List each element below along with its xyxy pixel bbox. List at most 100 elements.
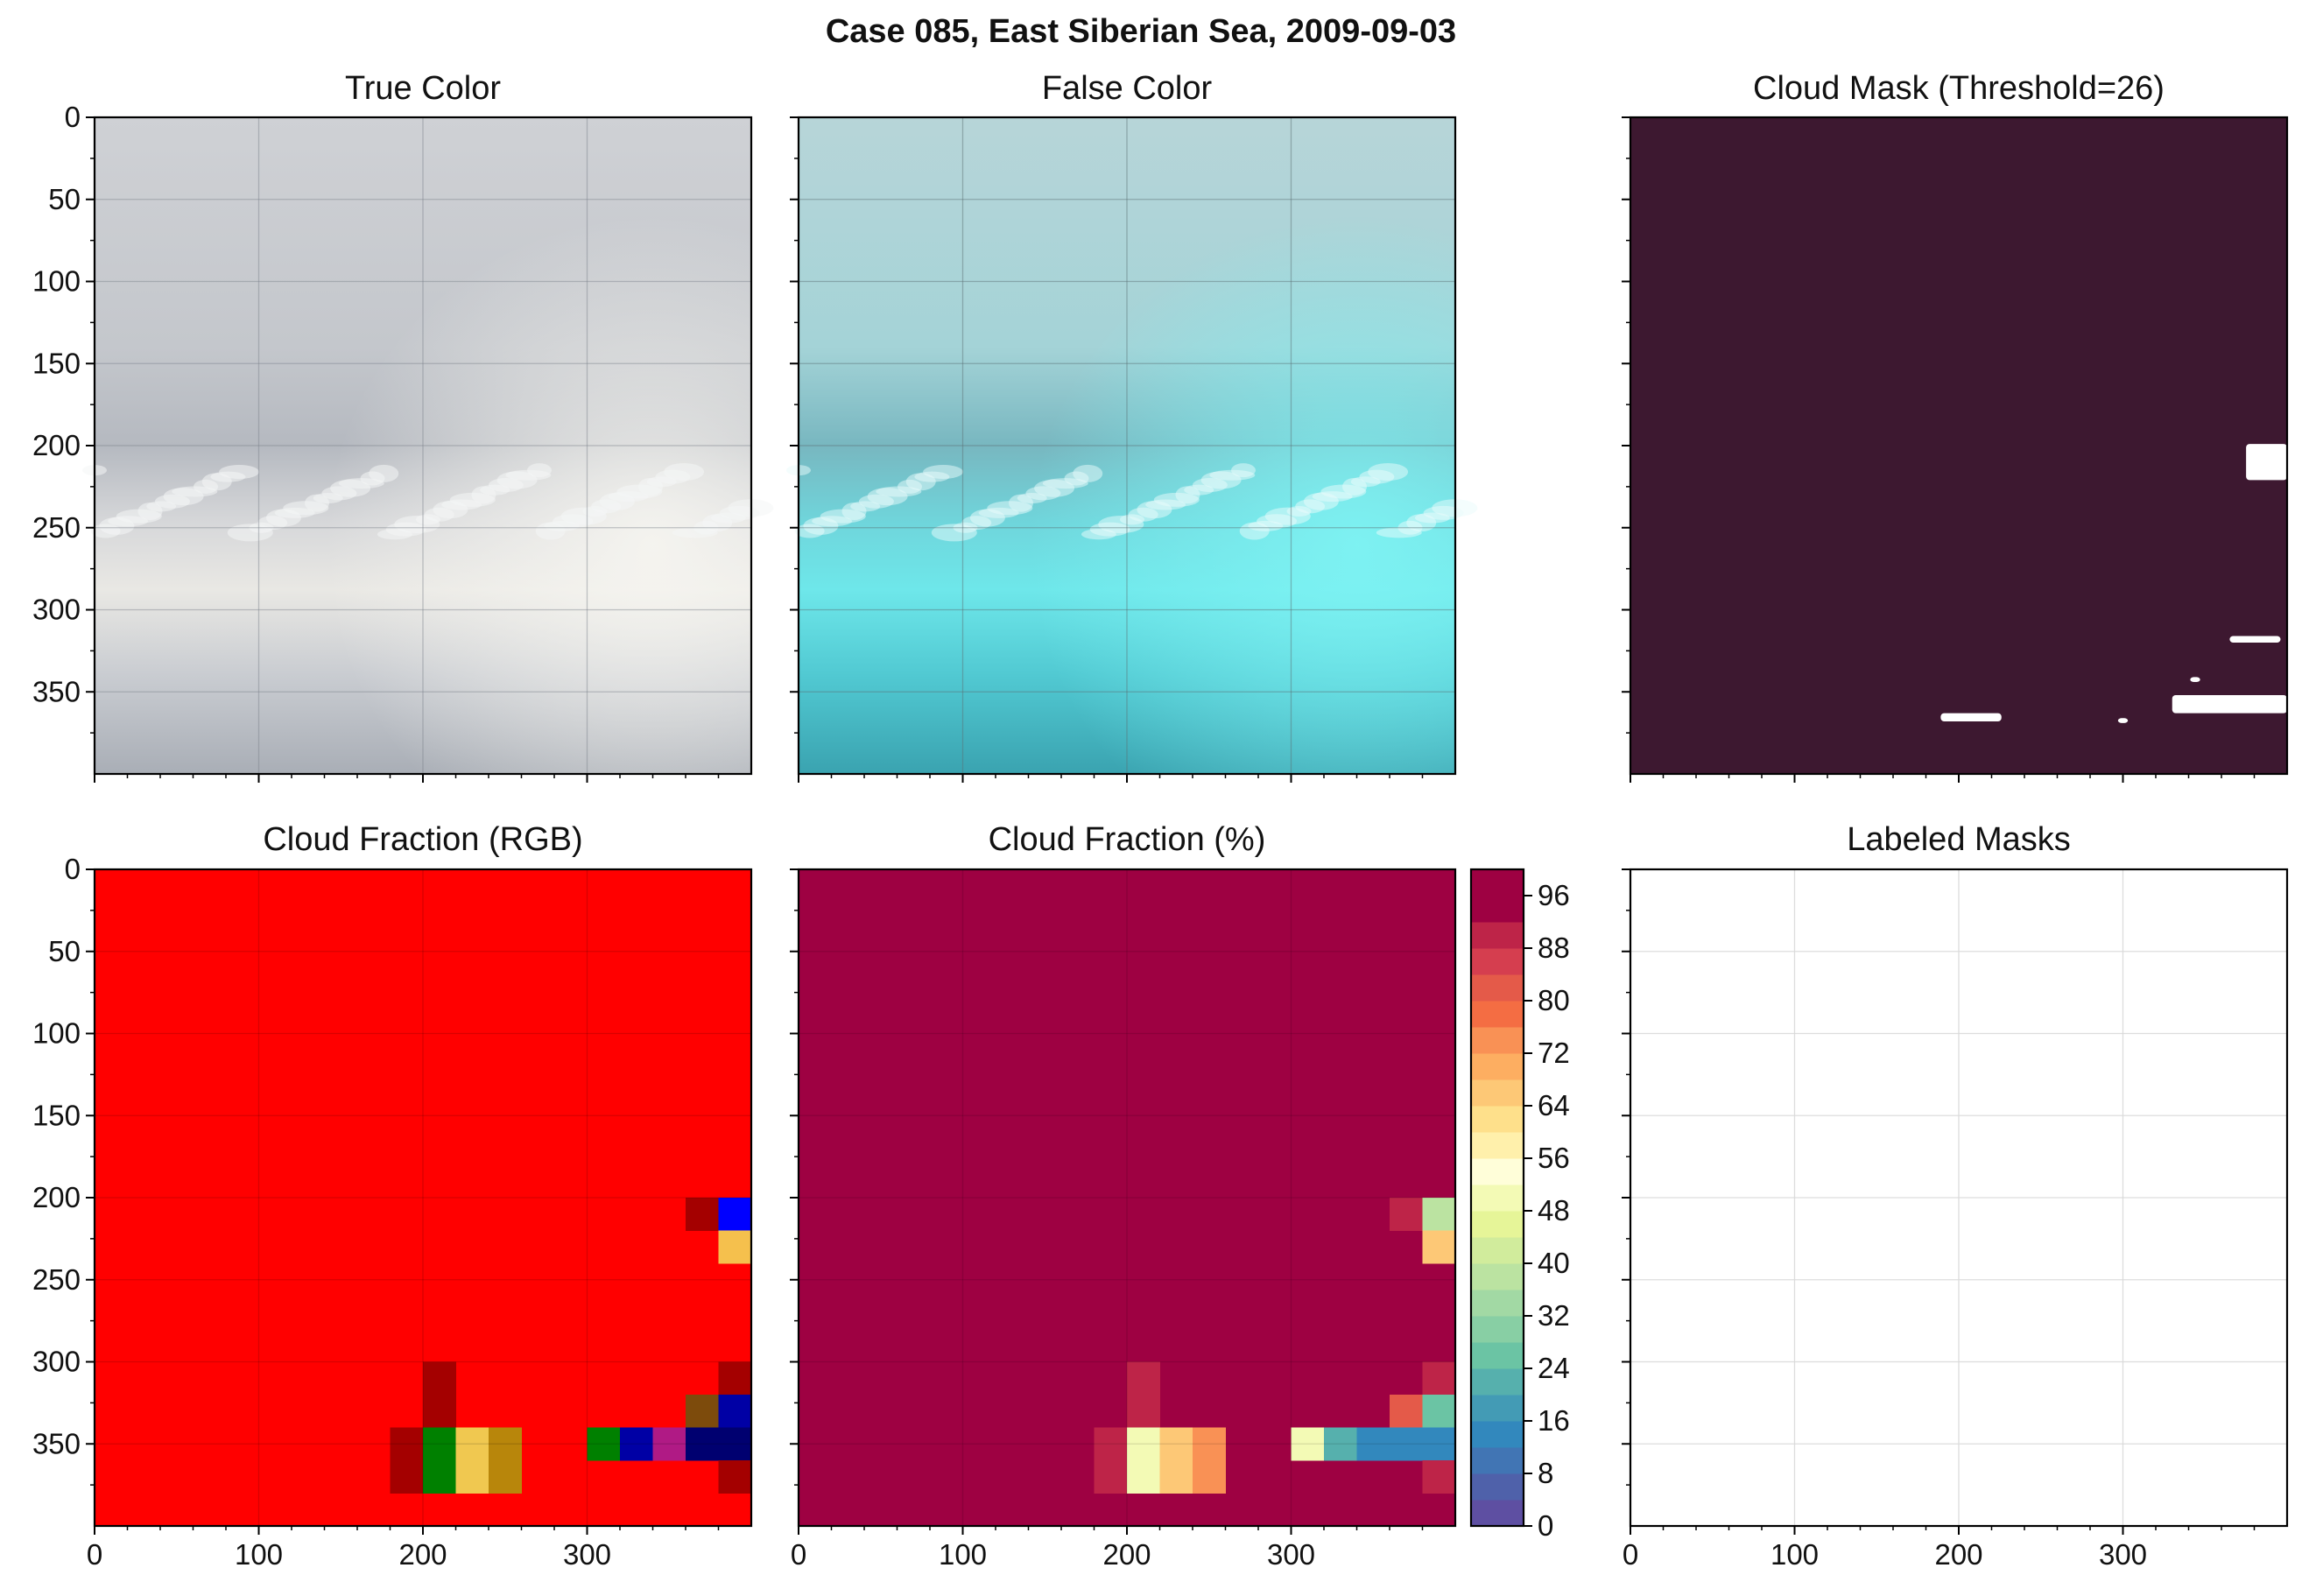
cf-pct-cell <box>1159 1427 1193 1461</box>
title-cloud-mask: Cloud Mask (Threshold=26) <box>1753 70 2165 107</box>
ytick-label: 250 <box>32 1263 81 1296</box>
ytick-label: 200 <box>32 1181 81 1213</box>
ytick-label: 100 <box>32 1017 81 1050</box>
xtick-label: 0 <box>87 1538 102 1571</box>
xtick-label: 0 <box>1623 1538 1638 1571</box>
cf-rgb-cell <box>686 1427 719 1461</box>
colorbar-segment <box>1471 1079 1524 1107</box>
mask-cloud-region <box>2190 677 2200 682</box>
cf-pct-cell <box>1094 1427 1128 1461</box>
cf-pct-cell <box>1324 1427 1357 1461</box>
cloud-blob <box>923 465 964 479</box>
colorbar-segment <box>1471 1500 1524 1527</box>
cf-rgb-cell <box>423 1361 456 1396</box>
cf-pct-cell <box>1094 1460 1128 1494</box>
ytick-label: 350 <box>32 1427 81 1459</box>
cf-rgb-cell <box>587 1427 621 1461</box>
cf-rgb-cell <box>455 1427 489 1461</box>
colorbar-tick-label: 80 <box>1538 984 1570 1016</box>
cf-rgb-cell <box>423 1395 456 1428</box>
cf-rgb-cell <box>489 1460 522 1494</box>
colorbar-segment <box>1471 1395 1524 1422</box>
false-color-bright-region <box>799 117 1455 774</box>
mask-cloud-region <box>2246 444 2287 481</box>
cf-pct-cell <box>1127 1427 1160 1461</box>
true-color-bright-region <box>95 117 751 774</box>
ytick-label: 150 <box>32 347 81 379</box>
panel-cloud-fraction-pct: 0 100 200 300 <box>790 868 1457 1571</box>
colorbar-tick-label: 16 <box>1538 1404 1570 1437</box>
colorbar-segment <box>1471 1027 1524 1054</box>
colorbar: 0 8 16 24 32 40 48 56 64 72 80 88 96 <box>1469 868 1570 1542</box>
cf-pct-cell <box>1127 1460 1160 1494</box>
colorbar-segment <box>1471 1132 1524 1159</box>
cf-rgb-cell <box>423 1460 456 1494</box>
cf-pct-cell <box>1390 1427 1423 1461</box>
colorbar-segment <box>1471 1185 1524 1212</box>
cf-pct-cell <box>1193 1427 1226 1461</box>
ytick-label: 50 <box>48 183 81 215</box>
colorbar-segment <box>1471 1316 1524 1343</box>
colorbar-segment <box>1471 1368 1524 1396</box>
colorbar-tick-label: 56 <box>1538 1142 1570 1174</box>
xtick-label: 200 <box>398 1538 447 1571</box>
xtick-label: 300 <box>2099 1538 2147 1571</box>
cf-pct-cell <box>1127 1361 1160 1396</box>
mask-background <box>1630 117 2287 774</box>
xtick-label: 100 <box>235 1538 283 1571</box>
title-false-color: False Color <box>1042 70 1213 107</box>
title-labeled-masks: Labeled Masks <box>1847 821 2071 858</box>
false-color-cloud-band <box>786 463 1478 542</box>
xtick-label: 100 <box>1770 1538 1819 1571</box>
ytick-label: 150 <box>32 1099 81 1131</box>
ytick-label: 200 <box>32 429 81 461</box>
title-cloud-fraction-rgb: Cloud Fraction (RGB) <box>263 821 582 858</box>
cf-rgb-cell <box>718 1395 752 1428</box>
colorbar-segment <box>1471 974 1524 1002</box>
colorbar-segment <box>1471 1342 1524 1369</box>
ytick-label: 300 <box>32 594 81 626</box>
cf-rgb-cell <box>423 1427 456 1461</box>
mask-cloud-region <box>2229 636 2281 643</box>
cf-rgb-cell <box>718 1198 752 1231</box>
colorbar-segment <box>1471 948 1524 975</box>
colorbar-tick-label: 96 <box>1538 879 1570 911</box>
cloud-blob <box>527 463 552 478</box>
mask-cloud-region <box>2117 718 2129 723</box>
cloud-blob <box>219 465 260 479</box>
cf-rgb-cell <box>686 1198 719 1231</box>
colorbar-tick-label: 0 <box>1538 1509 1553 1542</box>
colorbar-segment <box>1471 1053 1524 1080</box>
colorbar-segment <box>1471 1106 1524 1133</box>
colorbar-segment <box>1471 896 1524 923</box>
panel-false-color <box>786 116 1478 783</box>
colorbar-segment <box>1471 1263 1524 1290</box>
panel-cloud-fraction-rgb: 0 50 100 150 200 250 300 350 0 100 200 300 <box>32 853 753 1571</box>
panel-labeled-masks: 0 100 200 300 <box>1622 868 2289 1571</box>
figure-title: Case 085, East Siberian Sea, 2009-09-03 <box>826 13 1456 50</box>
colorbar-segment <box>1471 1211 1524 1238</box>
panel-cloud-mask <box>1622 116 2289 783</box>
ytick-label: 250 <box>32 511 81 544</box>
colorbar-segment <box>1471 922 1524 949</box>
cf-rgb-cell <box>718 1230 752 1264</box>
xtick-label: 200 <box>1102 1538 1151 1571</box>
colorbar-tick-label: 8 <box>1538 1457 1553 1489</box>
cloud-blob <box>664 463 705 481</box>
cf-pct-cell <box>1422 1427 1456 1461</box>
cf-pct-cell <box>1422 1230 1456 1264</box>
cf-rgb-cell <box>686 1395 719 1428</box>
cf-rgb-cell <box>390 1460 424 1494</box>
cf-pct-cell <box>1422 1395 1456 1428</box>
cf-rgb-cell <box>718 1460 752 1494</box>
xtick-label: 200 <box>1934 1538 1982 1571</box>
cf-pct-cell <box>1390 1198 1423 1231</box>
colorbar-tick-label: 48 <box>1538 1194 1570 1227</box>
colorbar-segment <box>1471 1158 1524 1185</box>
title-true-color: True Color <box>345 70 501 107</box>
colorbar-tick-label: 64 <box>1538 1089 1570 1121</box>
colorbar-segment <box>1471 1473 1524 1501</box>
cf-pct-cell <box>1127 1395 1160 1428</box>
cf-rgb-cell <box>455 1460 489 1494</box>
